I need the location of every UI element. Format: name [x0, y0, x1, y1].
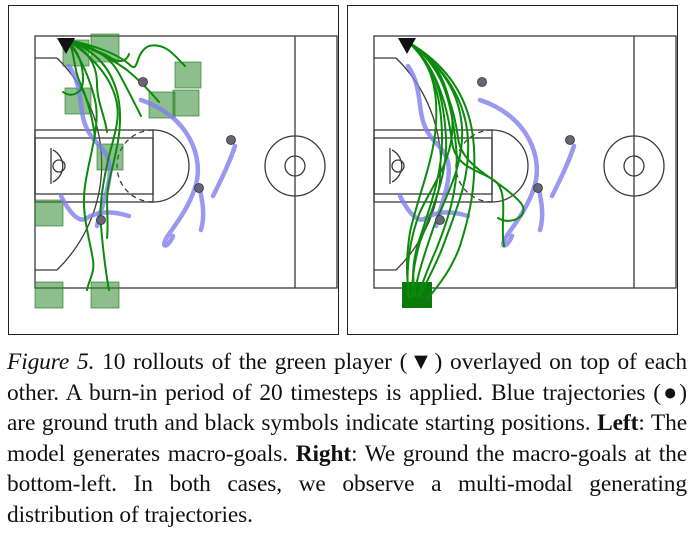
center-circle-inner	[623, 155, 645, 177]
player-dot-icon	[226, 135, 236, 145]
player-dot-icon	[194, 183, 204, 193]
center-circle-inner	[284, 155, 306, 177]
blue-trajectory	[58, 193, 132, 222]
free-throw-circle	[152, 129, 190, 203]
blue-trajectory	[210, 143, 238, 199]
figure-label: Figure 5.	[7, 349, 95, 375]
player-dot-icon	[138, 77, 148, 87]
green-trajectory	[66, 39, 96, 139]
blue-trajectory	[66, 63, 113, 229]
player-dot-icon	[435, 215, 445, 225]
blue-ground-truth-trajectories	[58, 63, 238, 248]
start-triangle-icon	[57, 38, 75, 54]
green-trajectory	[66, 39, 130, 62]
start-triangle-icon	[398, 38, 416, 54]
blue-trajectory	[477, 97, 540, 248]
green-rollouts	[62, 39, 186, 291]
player-dot-icon	[565, 135, 575, 145]
green-trajectory	[62, 39, 85, 96]
caption-text-left: : The model generates macro-goals.	[7, 410, 687, 467]
left-court-svg	[34, 33, 338, 309]
blue-trajectory	[138, 97, 201, 248]
player-dot-icon	[533, 183, 543, 193]
green-trajectory	[407, 41, 505, 247]
player-dot-icon	[477, 77, 487, 87]
restricted-area	[391, 149, 403, 183]
player-markers	[96, 77, 236, 225]
left-court-panel	[8, 5, 339, 335]
caption-left-label: Left	[597, 410, 639, 436]
green-trajectory	[407, 41, 525, 222]
player-markers	[435, 77, 575, 225]
macro-goal-box	[34, 281, 64, 309]
right-court-svg	[373, 35, 677, 308]
green-trajectory	[66, 39, 98, 291]
green-trajectory	[66, 39, 122, 239]
green-trajectory	[66, 39, 142, 117]
green-trajectory	[406, 41, 454, 297]
caption-text-right: : We ground the macro-goals at the botto…	[7, 440, 687, 528]
rim	[391, 159, 405, 173]
green-trajectory	[66, 39, 119, 291]
green-trajectory	[66, 39, 108, 133]
macro-goal-box	[90, 281, 120, 309]
center-circle-outer	[264, 135, 326, 197]
center-circle-outer	[603, 135, 665, 197]
blue-trajectory	[405, 63, 452, 229]
court-boundary	[373, 35, 677, 289]
caption-text-1: 10 rollouts of the green player (▼) over…	[7, 349, 687, 436]
right-court-panel	[347, 5, 678, 335]
blue-trajectory	[549, 143, 577, 199]
green-trajectory	[407, 41, 476, 299]
macro-goal-box	[174, 61, 202, 89]
green-trajectory	[407, 41, 444, 297]
restricted-area	[52, 149, 64, 183]
macro-goal-box	[34, 199, 64, 227]
green-trajectory	[407, 41, 470, 297]
green-rollouts	[406, 41, 525, 299]
free-throw-circle	[491, 129, 529, 203]
green-trajectory	[66, 39, 186, 69]
caption-right-label: Right	[295, 440, 352, 467]
macro-goal-box	[172, 89, 200, 117]
player-dot-icon	[96, 215, 106, 225]
figure-caption: Figure 5. 10 rollouts of the green playe…	[7, 347, 687, 530]
rim	[52, 159, 66, 173]
court-lines	[373, 35, 677, 289]
